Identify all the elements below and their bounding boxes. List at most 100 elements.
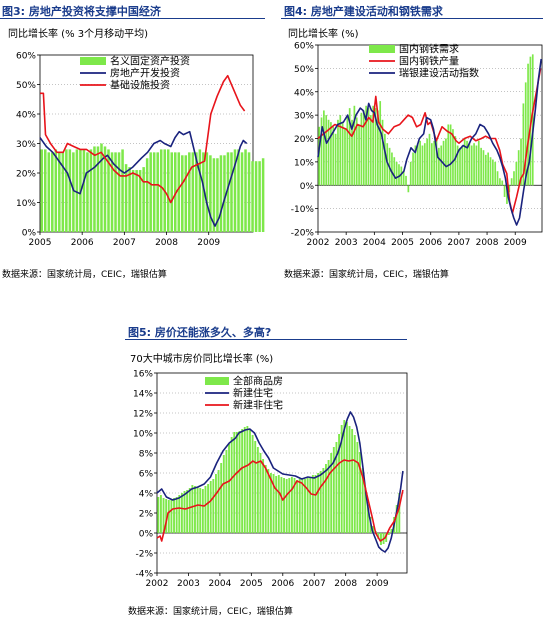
fig4-bar [391, 152, 393, 186]
fig4-bar [524, 82, 527, 186]
fig4-bar [508, 185, 511, 193]
fig3-ytick-label: 50% [16, 81, 36, 91]
fig5-bar [188, 488, 191, 533]
fig5-bar [272, 474, 275, 533]
fig5-ytick-label: 16% [133, 370, 153, 380]
fig5-ytick-label: 14% [133, 390, 153, 400]
fig3-bar [44, 149, 47, 232]
fig4-bar [346, 115, 349, 186]
fig3-bar [51, 152, 54, 232]
fig5-bar [356, 442, 359, 533]
fig4-bar [330, 122, 332, 186]
fig5-bar [364, 487, 367, 533]
fig3-bar [233, 149, 237, 232]
fig5-bar [241, 429, 244, 533]
fig3-bar [219, 155, 223, 232]
fig4-bar [468, 143, 471, 186]
fig3-bar [124, 164, 128, 232]
fig4-bar [379, 101, 382, 186]
figure-4-ylabel: 同比增长率 (%) [288, 29, 359, 40]
fig5-bar [159, 495, 162, 533]
fig3-bar [96, 146, 100, 232]
fig5-series-line-0 [156, 411, 404, 553]
fig4-bar [423, 143, 426, 186]
fig5-bar [180, 493, 183, 533]
fig3-legend-label: 基础设施投资 [110, 79, 170, 92]
fig5-bar [296, 480, 299, 533]
fig5-bar [201, 489, 204, 533]
fig4-bar [384, 133, 386, 186]
fig4-bar [447, 124, 450, 186]
fig5-legend-label: 新建非住宅 [233, 399, 283, 412]
fig4-series-line-1 [317, 58, 542, 226]
fig3-ytick-label: 10% [16, 199, 36, 209]
fig5-bar [207, 484, 210, 533]
fig4-bar [459, 147, 461, 186]
fig3-bar [202, 152, 205, 232]
fig5-xtick-label: 2007 [303, 579, 326, 589]
fig3-bar [188, 152, 191, 232]
fig4-bar [428, 133, 431, 186]
fig5-bar [183, 491, 186, 533]
fig4-bar [452, 129, 454, 186]
fig5-xtick-label: 2002 [146, 579, 169, 589]
fig4-bar [454, 136, 457, 186]
fig5-bar [275, 476, 278, 533]
fig5-bar [212, 479, 215, 533]
fig3-bar [191, 152, 195, 232]
fig5-bar [157, 497, 160, 533]
fig4-bar [402, 171, 405, 186]
fig5-bar [290, 477, 293, 533]
fig4-ytick-label: 10% [294, 158, 314, 168]
fig4-bar [496, 171, 499, 186]
fig4-bar [499, 178, 501, 186]
fig3-bar [166, 149, 170, 232]
fig4-bar [438, 147, 440, 186]
fig3-bar [68, 149, 72, 232]
fig4-xtick-label: 2009 [504, 238, 527, 248]
fig4-xtick-label: 2005 [391, 238, 414, 248]
fig5-bar [372, 526, 375, 533]
fig4-bar [362, 110, 365, 186]
fig5-xtick-label: 2005 [240, 579, 263, 589]
fig5-bar [317, 473, 320, 533]
fig4-bar [517, 150, 520, 186]
fig5-bar [311, 475, 314, 533]
fig5-bar [332, 447, 335, 533]
fig4-ytick-label: 30% [294, 112, 314, 122]
fig4-bar [506, 185, 508, 204]
fig3-bar [89, 149, 93, 232]
fig4-bar [412, 152, 414, 186]
fig5-bar [385, 533, 388, 542]
fig3-bar [131, 170, 135, 232]
fig3-bar [258, 161, 261, 232]
fig5-bar [209, 481, 212, 533]
fig3-bar [174, 152, 177, 232]
fig3-bar [240, 152, 244, 232]
fig4-bar [529, 56, 532, 186]
fig3-bar [177, 152, 181, 232]
fig5-bar [335, 442, 338, 533]
fig5-bar [243, 427, 246, 533]
fig4-bar [344, 129, 346, 186]
fig5-bar [194, 486, 196, 533]
fig3-bar [209, 155, 212, 232]
fig5-bar [395, 505, 398, 533]
fig5-bar [220, 463, 223, 533]
fig4-bar [337, 119, 339, 186]
fig5-bar [251, 435, 254, 533]
fig3-bar [135, 170, 138, 232]
fig4-bar [416, 143, 419, 186]
fig4-bar [522, 103, 525, 186]
fig3-bar [138, 170, 142, 232]
fig5-bar [366, 505, 369, 533]
fig3-ytick-label: 0% [22, 229, 37, 239]
fig3-xtick-label: 2008 [155, 238, 178, 248]
fig4-bar [513, 171, 515, 186]
fig5-bar [361, 468, 364, 533]
fig5-bar [345, 422, 348, 533]
figure-5-source: 数据来源：国家统计局，CEIC，瑞银估算 [128, 607, 293, 617]
figure-5-chart: -4% -2% 0% 2% 4% 6% 8% 10% 12% 14% 16% 2002 2003 2004… [133, 370, 408, 589]
fig5-bar [175, 497, 178, 533]
fig5-bar [340, 425, 343, 533]
